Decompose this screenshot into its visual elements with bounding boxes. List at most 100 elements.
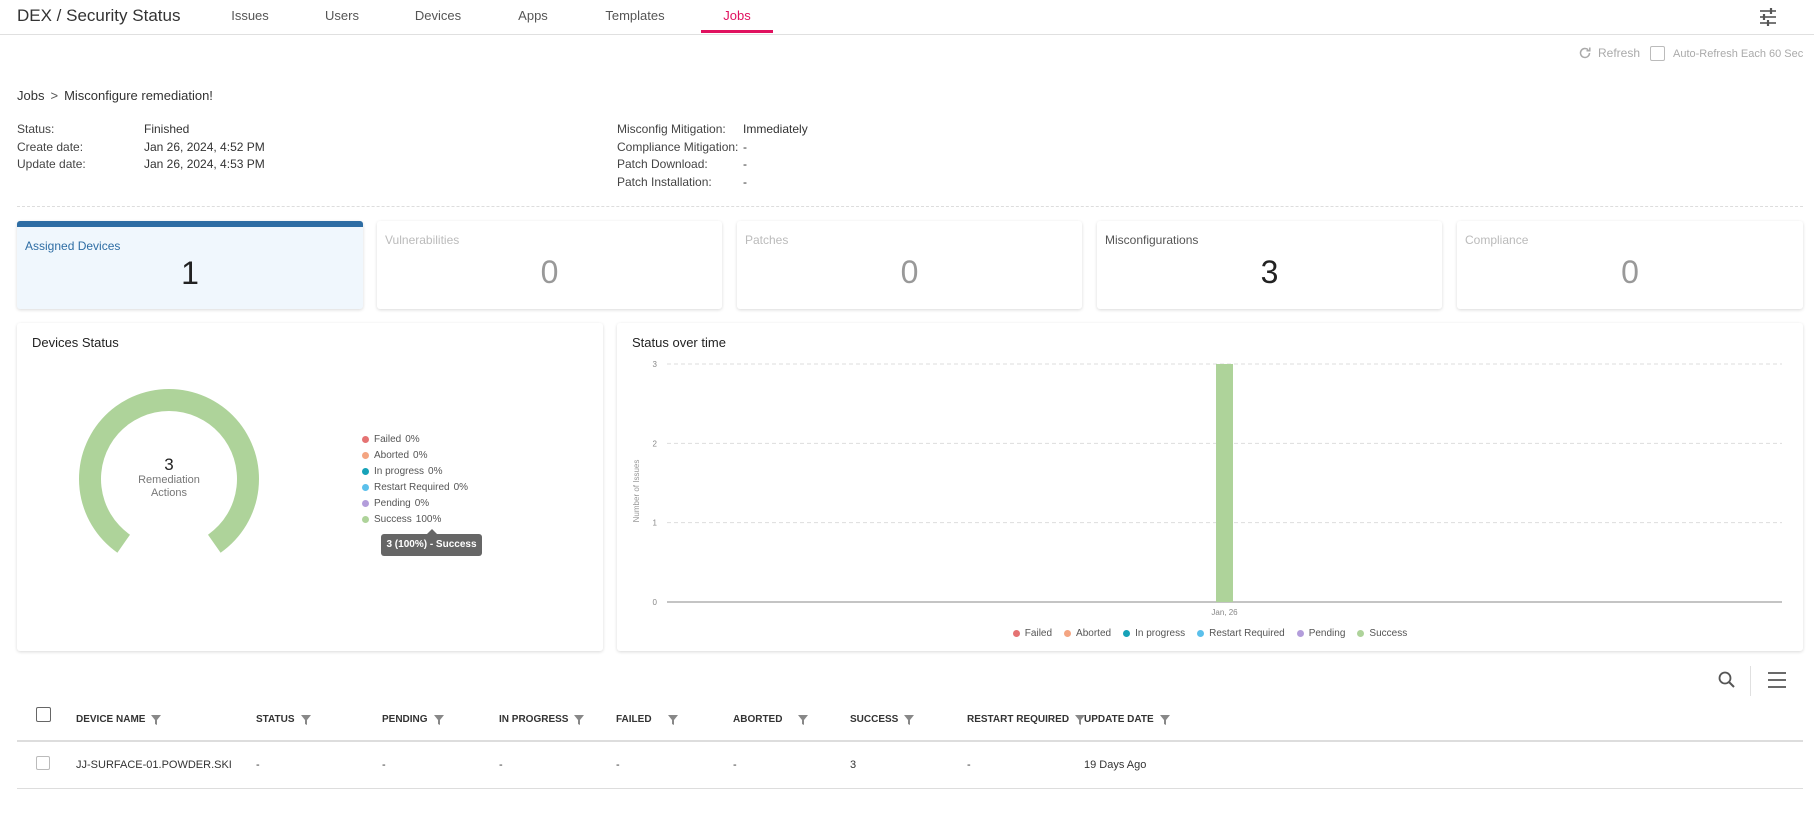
legend-name: Success	[1369, 628, 1408, 639]
filter-icon[interactable]	[904, 714, 915, 725]
legend-item-aborted[interactable]: Aborted 0%	[362, 450, 427, 461]
patch-download-label: Patch Download:	[617, 157, 708, 171]
y-axis-ticks: 0 1 2 3	[653, 360, 658, 607]
filter-icon[interactable]	[574, 714, 585, 725]
active-tab-indicator	[701, 30, 773, 33]
legend-pct: 0%	[453, 482, 469, 493]
card-patches[interactable]: Patches 0	[737, 221, 1082, 309]
refresh-label: Refresh	[1598, 46, 1641, 60]
column-pending[interactable]: PENDING	[382, 714, 444, 725]
tab-templates[interactable]: Templates	[605, 8, 665, 23]
menu-icon[interactable]	[1767, 671, 1787, 689]
breadcrumb-jobs-link[interactable]: Jobs	[17, 88, 45, 103]
legend-item-in-progress[interactable]: In progress	[1123, 628, 1185, 639]
card-title: Patches	[745, 233, 789, 247]
auto-refresh-toggle[interactable]: Auto-Refresh Each 60 Sec	[1650, 46, 1803, 61]
breadcrumb: Jobs > Misconfigure remediation!	[17, 88, 213, 103]
filter-icon[interactable]	[667, 714, 678, 725]
filter-icon[interactable]	[300, 714, 311, 725]
y-tick-label: 1	[653, 519, 658, 528]
legend-dot	[362, 452, 369, 459]
cell-device-name[interactable]: JJ-SURFACE-01.POWDER.SKI	[76, 759, 232, 771]
x-tick-label: Jan, 26	[1211, 608, 1238, 617]
card-compliance[interactable]: Compliance 0	[1457, 221, 1803, 309]
breadcrumb-separator: >	[50, 88, 59, 103]
legend-item-failed[interactable]: Failed	[1012, 628, 1053, 639]
app-title: DEX / Security Status	[17, 6, 181, 25]
card-vulnerabilities[interactable]: Vulnerabilities 0	[377, 221, 722, 309]
legend-dot	[362, 468, 369, 475]
patch-installation-label: Patch Installation:	[617, 175, 712, 189]
legend-item-aborted[interactable]: Aborted	[1064, 628, 1111, 639]
legend-name: Failed	[1024, 628, 1053, 639]
legend-item-pending[interactable]: Pending 0%	[362, 498, 429, 509]
cell-update-date: 19 Days Ago	[1084, 759, 1147, 771]
tab-devices[interactable]: Devices	[414, 8, 462, 23]
status-label: Status:	[17, 122, 55, 136]
card-title: Misconfigurations	[1105, 233, 1199, 247]
legend-item-failed[interactable]: Failed 0%	[362, 434, 420, 445]
card-misconfigurations[interactable]: Misconfigurations 3	[1097, 221, 1442, 309]
donut-chart: 3 Remediation Actions	[78, 389, 259, 553]
legend-name: Pending	[374, 498, 411, 509]
select-all-checkbox[interactable]	[36, 707, 51, 722]
cell-aborted: -	[733, 759, 737, 771]
legend-pct: 0%	[405, 434, 420, 445]
status-over-time-legend: Failed Aborted In progress Restart Requi…	[617, 628, 1803, 639]
tab-users[interactable]: Users	[325, 8, 359, 23]
grid-lines	[667, 363, 1782, 524]
tab-jobs[interactable]: Jobs	[723, 8, 751, 23]
misconfig-mitigation-value: Immediately	[743, 122, 808, 136]
column-update-date[interactable]: UPDATE DATE	[1084, 714, 1170, 725]
column-status[interactable]: STATUS	[256, 714, 311, 725]
column-success[interactable]: SUCCESS	[850, 714, 915, 725]
tab-apps[interactable]: Apps	[518, 8, 548, 23]
column-device-name[interactable]: DEVICE NAME	[76, 714, 162, 725]
legend-item-restart-required[interactable]: Restart Required 0%	[362, 482, 468, 493]
update-date-label: Update date:	[17, 157, 86, 171]
row-select-checkbox[interactable]	[36, 756, 50, 770]
legend-dot	[1123, 630, 1131, 637]
legend-item-in-progress[interactable]: In progress 0%	[362, 466, 442, 477]
legend-name: Aborted	[1076, 628, 1112, 639]
legend-dot	[1064, 630, 1072, 637]
donut-total: 3	[164, 455, 173, 474]
tab-issues[interactable]: Issues	[231, 8, 269, 23]
tune-settings-icon[interactable]	[1758, 7, 1778, 27]
search-icon[interactable]	[1717, 670, 1737, 690]
legend-item-restart-required[interactable]: Restart Required	[1197, 628, 1285, 639]
column-restart-required[interactable]: RESTART REQUIRED	[967, 714, 1086, 725]
legend-dot	[1012, 630, 1020, 637]
auto-refresh-label: Auto-Refresh Each 60 Sec	[1673, 47, 1804, 60]
table-row[interactable]: JJ-SURFACE-01.POWDER.SKI - - - - - 3 - 1…	[17, 744, 1803, 789]
legend-item-success[interactable]: Success 100%	[362, 514, 441, 525]
cell-success: 3	[850, 759, 857, 771]
legend-dot	[362, 516, 369, 523]
legend-pct: 0%	[413, 450, 428, 461]
bar-success[interactable]	[1216, 364, 1233, 602]
refresh-icon	[1579, 47, 1591, 59]
legend-item-success[interactable]: Success	[1357, 628, 1407, 639]
column-aborted[interactable]: ABORTED	[733, 714, 809, 725]
filter-icon[interactable]	[151, 714, 162, 725]
y-tick-label: 3	[653, 360, 658, 369]
filter-icon[interactable]	[433, 714, 444, 725]
donut-label-line-2: Actions	[151, 487, 188, 499]
devices-status-panel: Devices Status 3 Remediation Actions Fai…	[17, 323, 603, 651]
top-navigation-bar: DEX / Security Status Issues Users Devic…	[0, 0, 1814, 35]
filter-icon[interactable]	[1075, 714, 1086, 725]
column-failed[interactable]: FAILED	[616, 714, 678, 725]
column-in-progress[interactable]: IN PROGRESS	[499, 714, 585, 725]
filter-icon[interactable]	[1159, 714, 1170, 725]
bars	[1216, 364, 1233, 602]
filter-icon[interactable]	[798, 714, 809, 725]
status-over-time-panel: Status over time 0 1 2 3 Jan, 26 Number of …	[617, 323, 1803, 651]
refresh-button[interactable]: Refresh	[1578, 46, 1640, 60]
card-assigned-devices[interactable]: Assigned Devices 1	[17, 221, 363, 309]
legend-item-pending[interactable]: Pending	[1296, 628, 1345, 639]
card-title: Vulnerabilities	[385, 233, 460, 247]
status-over-time-title: Status over time	[632, 335, 726, 350]
auto-refresh-checkbox[interactable]	[1650, 46, 1665, 61]
status-over-time-chart: 0 1 2 3 Jan, 26 Number of Issues	[632, 360, 1782, 617]
legend-dot	[1296, 630, 1304, 637]
